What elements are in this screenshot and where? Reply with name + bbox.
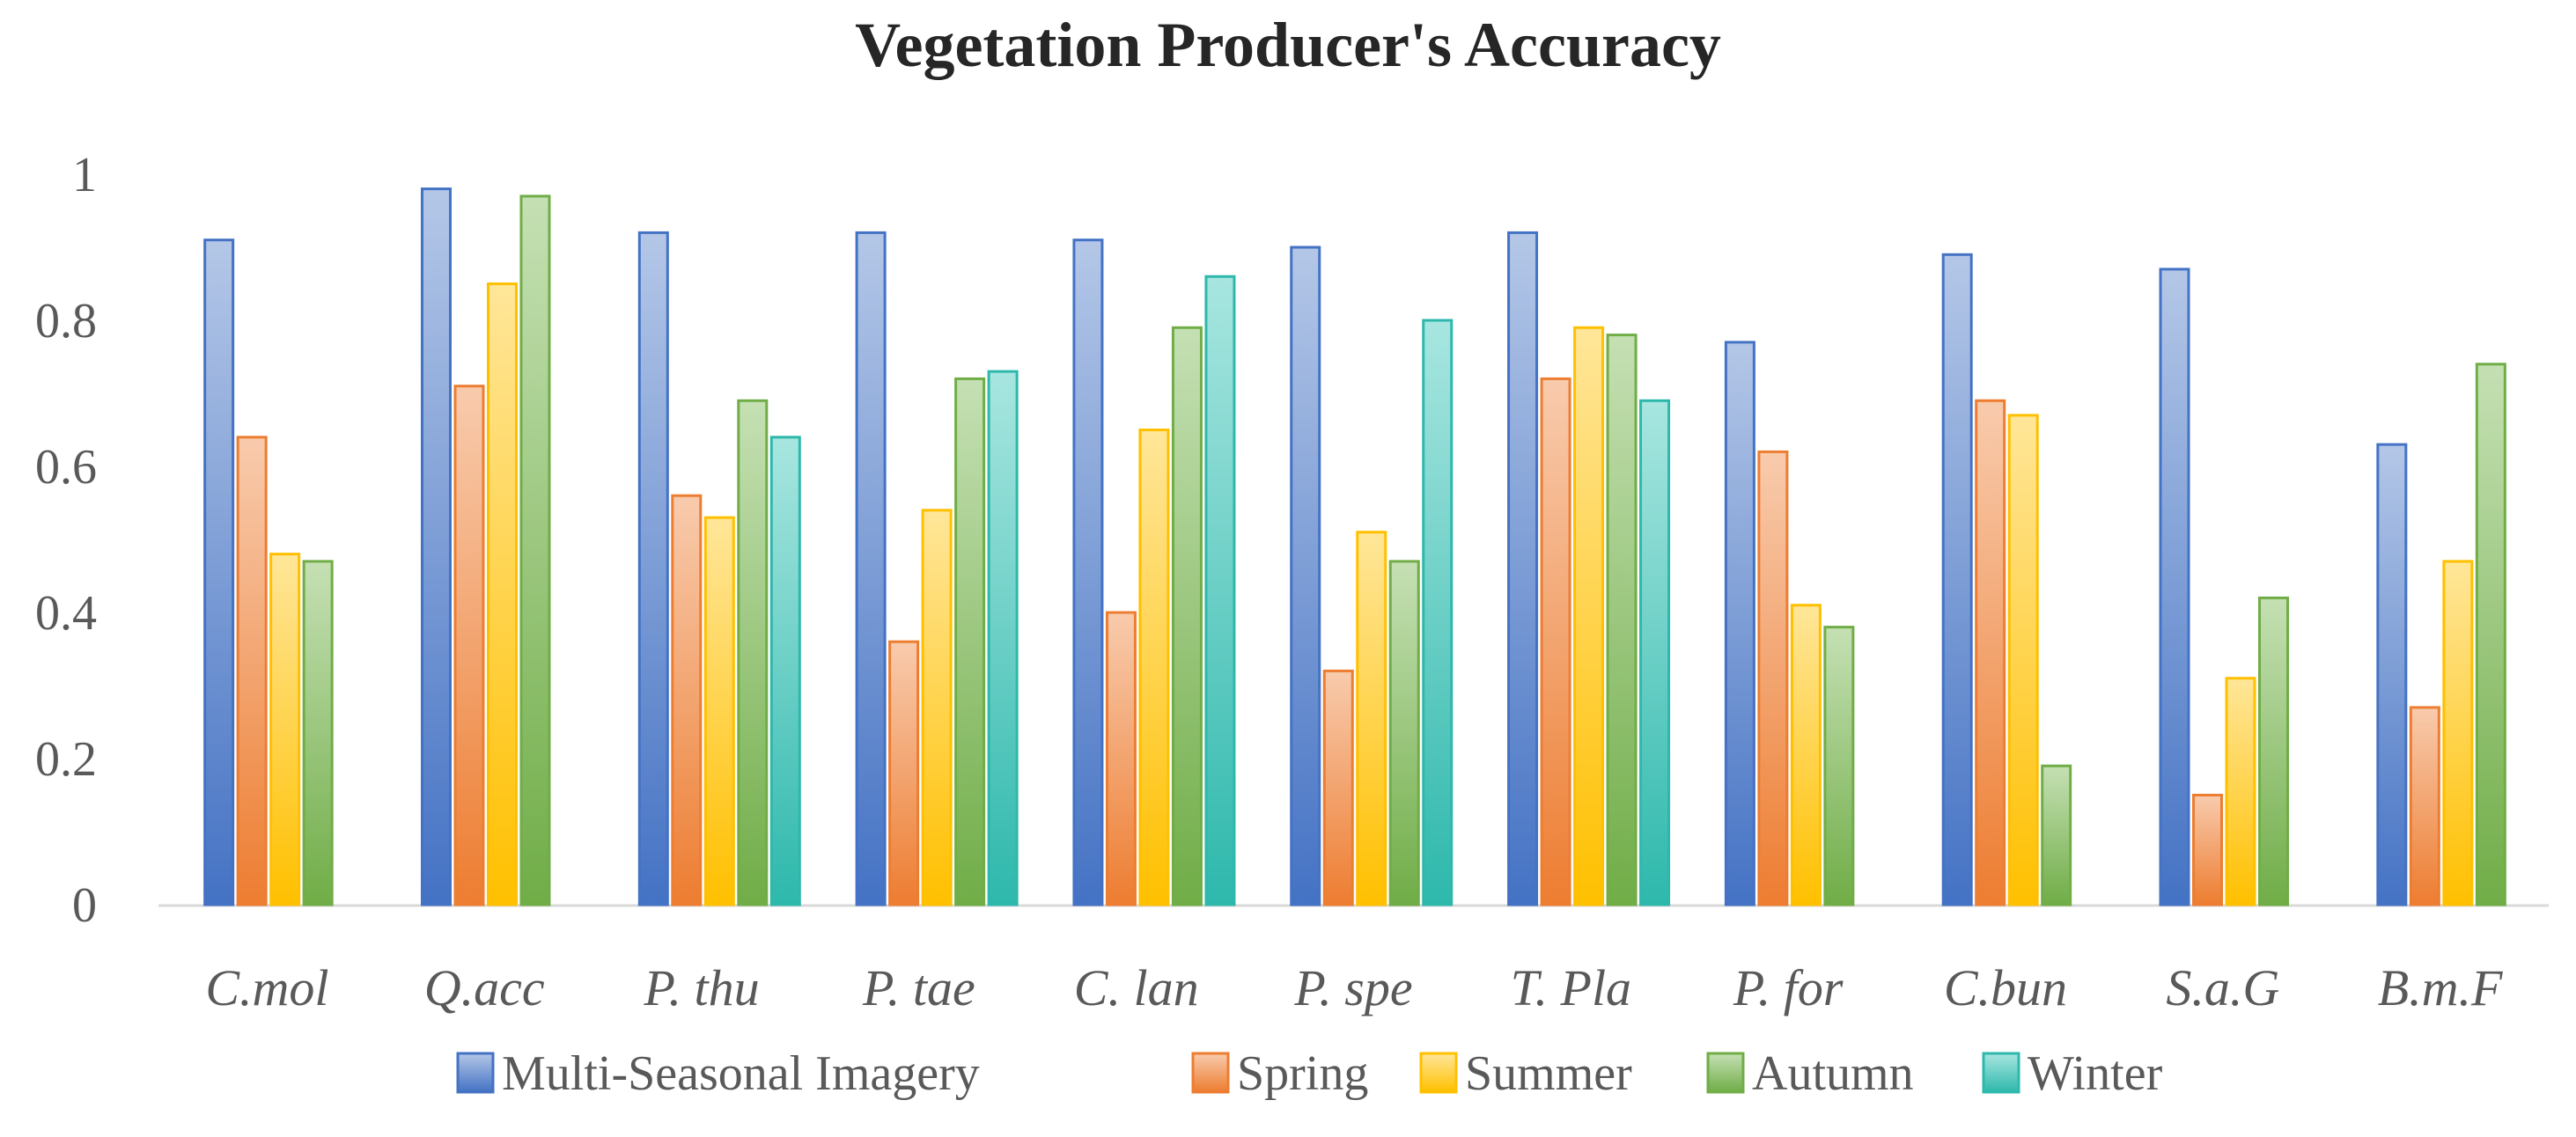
bar [1290, 246, 1321, 906]
bar [1388, 560, 1420, 906]
bar [1204, 275, 1236, 906]
x-tick-label: P. for [1733, 959, 1844, 1016]
x-tick-label: C.mol [205, 959, 328, 1016]
x-tick-label: P. tae [862, 959, 975, 1016]
bar [2041, 764, 2072, 906]
bar [2159, 268, 2190, 906]
bar [921, 509, 953, 906]
bar [1171, 326, 1203, 906]
bar [769, 436, 801, 906]
bar [236, 436, 268, 906]
bar [1639, 399, 1671, 906]
legend-swatch [1982, 1052, 2020, 1094]
y-tick-label: 0 [72, 878, 97, 933]
bar [703, 516, 735, 906]
bar [737, 399, 769, 906]
x-tick-label: P. spe [1293, 959, 1412, 1016]
bar [637, 231, 669, 906]
bar [302, 560, 334, 906]
x-tick-label: S.a.G [2166, 959, 2279, 1016]
chart-title: Vegetation Producer's Accuracy [855, 10, 1721, 80]
x-axis: C.mol Q.acc P. thu P. tae C. lan P. spe T. Pla… [158, 904, 2549, 1016]
bar [2192, 794, 2224, 906]
bar [2258, 596, 2290, 906]
legend-swatch [1191, 1052, 1230, 1094]
y-tick-label: 0.4 [35, 586, 97, 641]
legend-swatch [456, 1052, 495, 1094]
legend: Multi-Seasonal Imagery Spring Summer Autumn… [456, 1046, 2163, 1101]
bar [2442, 560, 2474, 906]
x-tick-label: B.m.F [2378, 959, 2503, 1016]
bar [1422, 319, 1454, 906]
bar [987, 370, 1019, 906]
bar [1573, 326, 1605, 906]
bar [1507, 231, 1539, 906]
bar [2225, 677, 2256, 906]
legend-swatch [1706, 1052, 1745, 1094]
y-tick-label: 0.6 [35, 440, 97, 495]
bar [519, 194, 551, 906]
bar [1975, 399, 2006, 906]
x-tick-label: T. Pla [1511, 959, 1632, 1016]
bar [888, 640, 920, 906]
x-tick-label: C.bun [1944, 959, 2067, 1016]
bar [1823, 626, 1855, 906]
x-tick-label: C. lan [1074, 959, 1199, 1016]
bar [2409, 706, 2440, 906]
bar [1072, 238, 1104, 906]
bar [1138, 429, 1170, 906]
x-tick-label: P. thu [644, 959, 760, 1016]
bars-group [203, 187, 2506, 906]
bar [1105, 611, 1137, 906]
bar [1724, 341, 1755, 906]
legend-swatch [1419, 1052, 1458, 1094]
legend-label: Summer [1465, 1046, 1632, 1101]
bar [671, 494, 703, 906]
y-tick-label: 1 [72, 148, 97, 202]
bar [269, 553, 301, 906]
bar [1606, 334, 1638, 906]
bar [1322, 669, 1354, 906]
bar [954, 377, 986, 906]
legend-label: Autumn [1752, 1046, 1914, 1101]
bar [203, 238, 235, 906]
bar [2007, 414, 2039, 906]
bar [420, 187, 452, 906]
bar [2376, 443, 2408, 906]
legend-label: Spring [1237, 1046, 1368, 1101]
bar [2475, 363, 2506, 906]
bar [1790, 604, 1822, 906]
bar [1757, 450, 1789, 906]
legend-label: Winter [2028, 1046, 2163, 1101]
bar [1356, 531, 1387, 906]
bar [453, 385, 485, 906]
bar [486, 282, 518, 906]
y-tick-label: 0.2 [35, 732, 97, 787]
legend-label: Multi-Seasonal Imagery [502, 1046, 980, 1101]
y-tick-label: 0.8 [35, 294, 97, 348]
bar [855, 231, 887, 906]
bar [1941, 253, 1973, 906]
bar [1540, 377, 1571, 906]
x-tick-label: Q.acc [424, 959, 545, 1016]
y-axis: 0 0.2 0.4 0.6 0.8 1 [35, 148, 97, 933]
